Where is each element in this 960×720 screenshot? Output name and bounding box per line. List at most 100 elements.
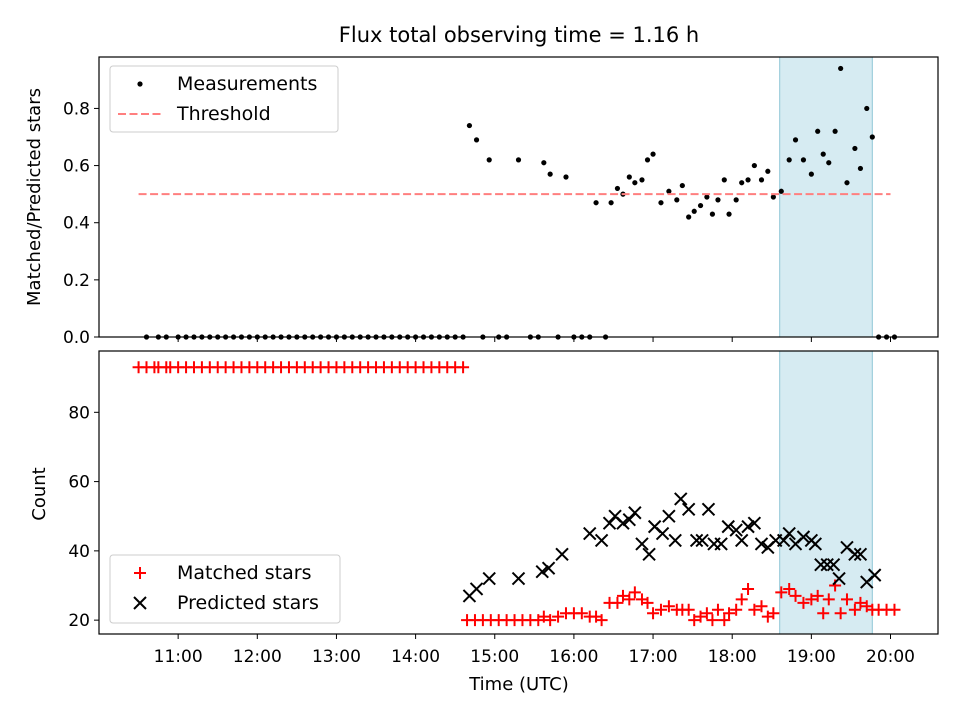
predicted-stars-point xyxy=(555,547,569,562)
matched-stars-point xyxy=(811,589,824,602)
x-tick-label: 18:00 xyxy=(708,647,757,667)
top-y-tick-label: 0.4 xyxy=(63,214,90,234)
matched-stars-point xyxy=(888,603,901,616)
matched-stars-point xyxy=(537,610,550,623)
predicted-stars-point xyxy=(741,519,755,534)
matched-stars-point xyxy=(641,596,654,609)
legend-marker-predicted xyxy=(133,596,147,610)
measurements-point xyxy=(715,197,721,203)
matched-stars-point xyxy=(742,582,755,595)
measurements-point xyxy=(826,160,832,166)
predicted-stars-point xyxy=(689,533,704,548)
top-shaded-region xyxy=(779,56,873,338)
measurements-point xyxy=(838,65,844,72)
matched-stars-point xyxy=(628,586,641,599)
measurements-point xyxy=(658,200,664,206)
legend-label-matched: Matched stars xyxy=(177,562,311,584)
predicted-stars-point xyxy=(628,506,642,520)
bottom-legend: Matched stars Predicted stars xyxy=(109,554,341,624)
measurements-point xyxy=(765,168,771,174)
top-plot-frame xyxy=(98,56,939,338)
x-tick-label: 12:00 xyxy=(233,647,282,667)
measurements-point xyxy=(751,162,757,169)
measurements-point xyxy=(466,122,473,129)
bottom-y-tick-label: 60 xyxy=(68,473,90,493)
measurements-point xyxy=(770,194,776,200)
measurements-point xyxy=(745,177,751,183)
predicted-stars-point xyxy=(808,537,823,551)
matched-stars-point xyxy=(711,603,724,616)
predicted-stars-point xyxy=(482,571,496,586)
predicted-stars-point xyxy=(782,526,796,541)
matched-stars-point xyxy=(688,614,701,627)
matched-stars-point xyxy=(767,607,780,620)
predicted-stars-point xyxy=(867,568,882,582)
predicted-stars-point xyxy=(642,547,656,562)
matched-stars-point xyxy=(595,614,608,627)
bottom-panel: 20 40 60 80 11:00 12:00 13:00 14:00 15:00 16:00 17… xyxy=(29,350,939,695)
measurements-point xyxy=(857,165,864,172)
matched-stars-point xyxy=(783,582,796,595)
measurements-point xyxy=(691,208,697,214)
top-plot-layer: 0.0 0.2 0.4 0.6 0.8 xyxy=(63,56,898,348)
x-tick-label: 13:00 xyxy=(312,647,361,667)
predicted-stars-point xyxy=(826,558,841,572)
predicted-stars-point xyxy=(681,502,696,517)
measurements-point xyxy=(666,188,672,194)
measurements-point xyxy=(626,174,632,180)
measurements-point xyxy=(686,214,692,220)
x-tick-label: 19:00 xyxy=(787,647,836,667)
top-y-axis-label: Matched/Predicted stars xyxy=(24,88,45,306)
matched-stars-point xyxy=(755,600,768,613)
matched-stars-point xyxy=(775,586,788,599)
matched-stars-point xyxy=(662,600,675,613)
predicted-stars-point xyxy=(853,547,868,562)
x-tick-label: 20:00 xyxy=(866,647,915,667)
measurements-point xyxy=(709,211,716,217)
legend-label-threshold: Threshold xyxy=(176,103,271,125)
measurements-point xyxy=(614,185,621,192)
measurements-point xyxy=(832,128,838,134)
measurements-point xyxy=(674,197,680,203)
measurements-point xyxy=(632,180,638,186)
measurements-point xyxy=(778,188,784,194)
matched-stars-point xyxy=(700,607,713,620)
predicted-stars-point xyxy=(674,492,688,506)
matched-stars-point xyxy=(748,603,761,616)
measurements-point xyxy=(820,151,826,157)
predicted-stars-point xyxy=(796,530,811,544)
top-legend: Measurements Threshold xyxy=(109,65,339,133)
measurements-point xyxy=(726,211,732,217)
measurements-point xyxy=(739,180,745,186)
predicted-stars-point xyxy=(820,558,834,572)
x-tick-label: 15:00 xyxy=(470,647,519,667)
bottom-y-axis-label: Count xyxy=(29,467,50,520)
predicted-stars-point xyxy=(655,526,670,541)
predicted-stars-point xyxy=(535,564,549,579)
measurements-point xyxy=(639,177,645,183)
predicted-stars-point xyxy=(729,523,743,537)
matched-stars-point xyxy=(694,610,707,623)
measurements-point xyxy=(792,137,799,143)
matched-stars-point xyxy=(723,607,736,620)
top-y-tick-label: 0.2 xyxy=(63,271,90,291)
predicted-stars-point xyxy=(511,571,526,586)
x-tick-label: 16:00 xyxy=(549,647,598,667)
measurements-point xyxy=(593,200,599,206)
measurements-point xyxy=(644,157,651,163)
matched-stars-point xyxy=(805,593,818,606)
measurements-point xyxy=(844,180,850,186)
x-tick-label: 17:00 xyxy=(629,647,678,667)
matched-stars-point xyxy=(457,361,470,374)
predicted-stars-point xyxy=(754,537,769,551)
matched-stars-point xyxy=(544,614,557,627)
matched-stars-point xyxy=(817,607,830,620)
top-y-tick-label: 0.8 xyxy=(63,99,90,119)
predicted-stars-point xyxy=(714,537,728,551)
measurements-point xyxy=(486,157,492,163)
predicted-stars-point xyxy=(541,561,556,575)
predicted-stars-point xyxy=(583,526,597,541)
matched-stars-point xyxy=(682,603,695,616)
top-y-tick-label: 0.0 xyxy=(63,328,90,348)
